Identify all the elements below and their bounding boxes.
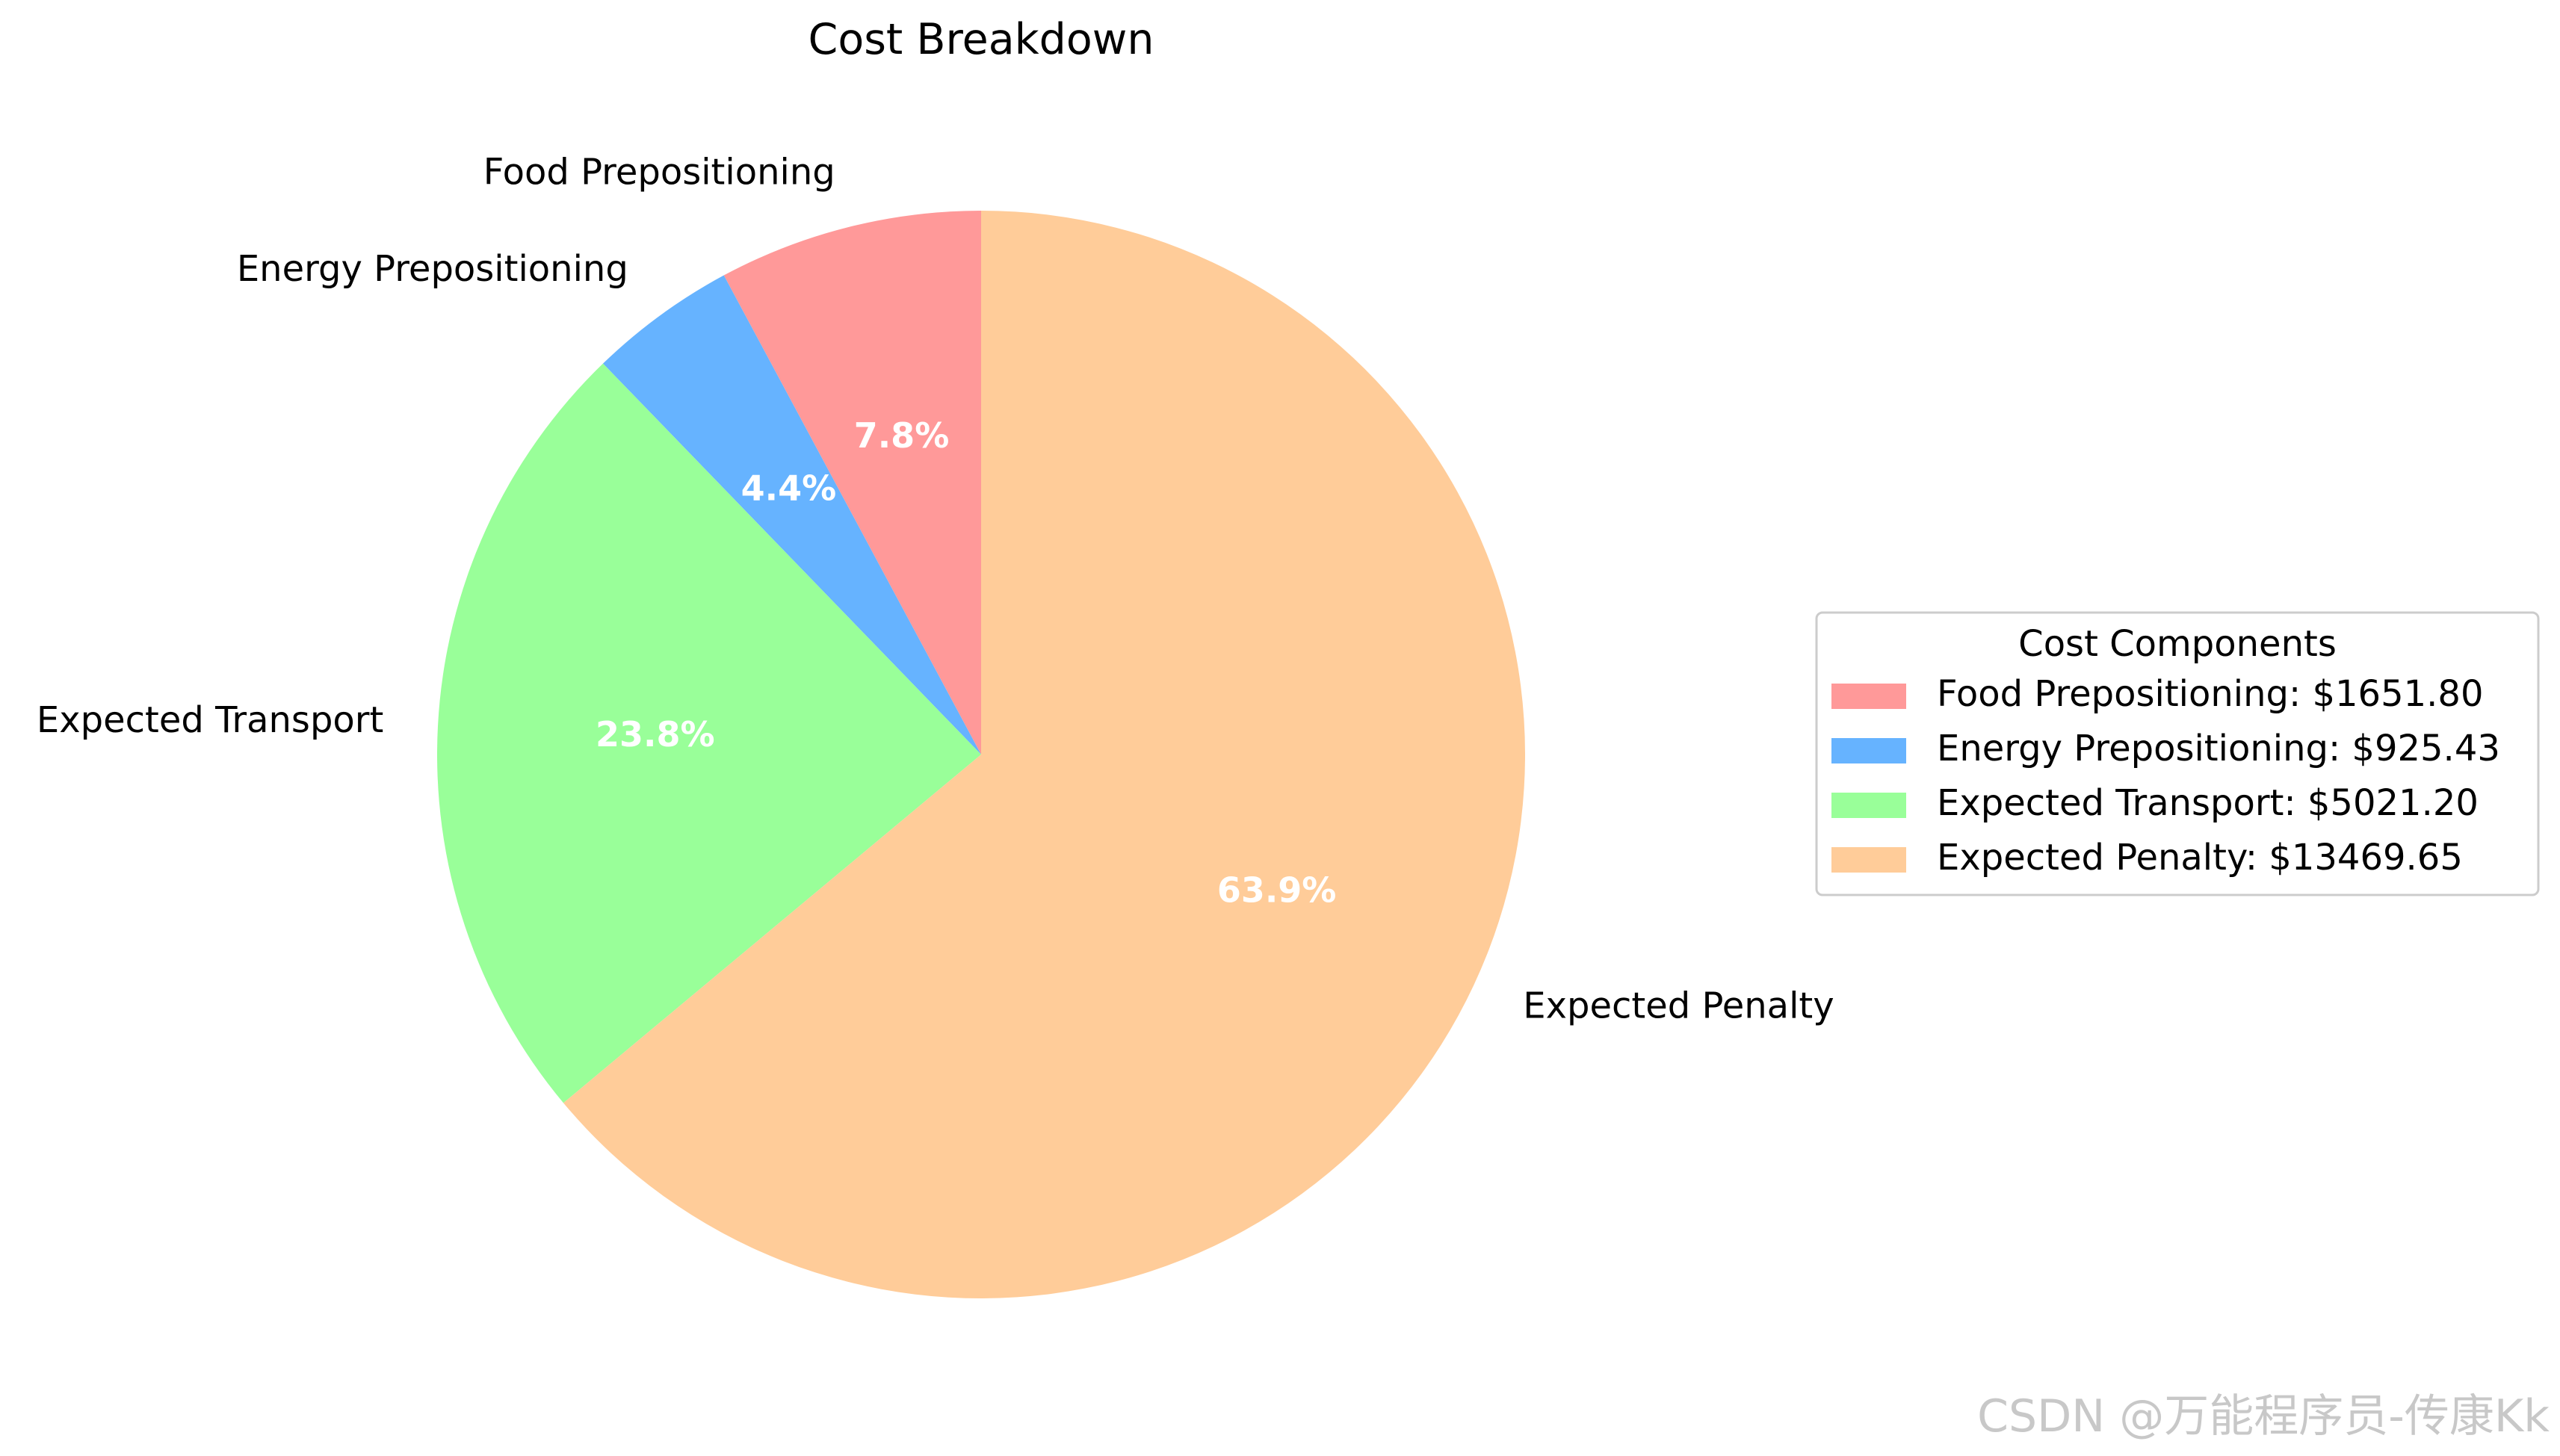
pct-label-food-prepositioning: 7.8% bbox=[854, 415, 950, 456]
legend-swatch-energy-prepositioning bbox=[1831, 738, 1906, 763]
percentage-labels: 7.8% 4.4% 23.8% 63.9% bbox=[596, 415, 1336, 911]
slice-food-prepositioning bbox=[723, 211, 981, 755]
slice-energy-prepositioning bbox=[602, 275, 981, 755]
legend-label-energy-prepositioning: Energy Prepositioning: $925.43 bbox=[1937, 728, 2500, 769]
legend: Cost Components Food Prepositioning: $16… bbox=[1815, 611, 2540, 896]
legend-label-food-prepositioning: Food Prepositioning: $1651.80 bbox=[1937, 673, 2483, 715]
pct-label-energy-prepositioning: 4.4% bbox=[741, 468, 837, 509]
legend-label-expected-transport: Expected Transport: $5021.20 bbox=[1937, 782, 2479, 824]
legend-swatch-expected-transport bbox=[1831, 793, 1906, 818]
slice-labels: Food Prepositioning Energy Prepositioning… bbox=[37, 151, 1834, 1026]
pct-label-expected-transport: 23.8% bbox=[596, 714, 715, 755]
slice-label-food-prepositioning: Food Prepositioning bbox=[483, 151, 835, 193]
slice-expected-transport bbox=[437, 363, 981, 1103]
watermark: CSDN @万能程序员-传康Kk bbox=[1977, 1390, 2550, 1443]
slice-label-expected-penalty: Expected Penalty bbox=[1523, 985, 1834, 1026]
slice-label-expected-transport: Expected Transport bbox=[37, 699, 383, 741]
chart-title: Cost Breakdown bbox=[808, 15, 1154, 64]
legend-title: Cost Components bbox=[2018, 623, 2337, 665]
slice-expected-penalty bbox=[563, 211, 1525, 1298]
legend-frame bbox=[1815, 611, 2540, 896]
legend-label-expected-penalty: Expected Penalty: $13469.65 bbox=[1937, 837, 2463, 879]
legend-swatch-food-prepositioning bbox=[1831, 684, 1906, 709]
slice-label-energy-prepositioning: Energy Prepositioning bbox=[237, 248, 628, 290]
legend-swatch-expected-penalty bbox=[1831, 847, 1906, 873]
pie-slices bbox=[437, 211, 1525, 1298]
pct-label-expected-penalty: 63.9% bbox=[1217, 870, 1337, 911]
legend-items: Food Prepositioning: $1651.80 Energy Prep… bbox=[1831, 673, 2500, 879]
